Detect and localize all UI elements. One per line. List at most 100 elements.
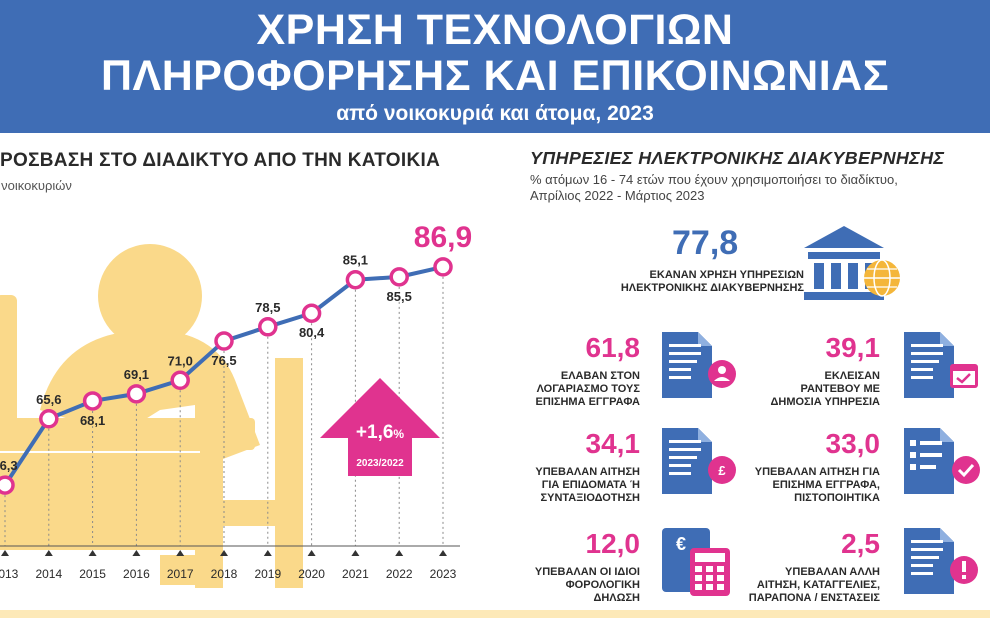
x-tick-marker-2014 bbox=[44, 550, 53, 556]
egov-main-label-line1: ΕΚΑΝΑΝ ΧΡΗΣΗ ΥΠΗΡΕΣΙΩΝ bbox=[649, 269, 804, 281]
service-label-5-line3: ΔΗΛΩΣΗ bbox=[593, 592, 640, 604]
service-label-6-line3: ΠΑΡΑΠΟΝΑ / ΕΝΣΤΑΣΕΙΣ bbox=[748, 592, 880, 604]
x-tick-label-2022: 2022 bbox=[386, 567, 413, 581]
data-label-2023: 86,9 bbox=[414, 221, 472, 254]
svg-text:+1,6%: +1,6% bbox=[356, 422, 405, 443]
benefit-document-icon: £ bbox=[660, 426, 740, 503]
egov-subtitle-line2: Απρίλιος 2022 - Μάρτιος 2023 bbox=[530, 188, 705, 203]
service-label-2-line1: ΕΚΛΕΙΣΑΝ bbox=[824, 370, 881, 382]
data-label-2020: 80,4 bbox=[299, 325, 325, 340]
x-tick-label-2019: 2019 bbox=[254, 567, 281, 581]
government-building-icon bbox=[804, 226, 900, 300]
data-point-2017 bbox=[170, 370, 190, 391]
svg-text:£: £ bbox=[718, 463, 726, 478]
checklist-document-icon bbox=[902, 426, 982, 503]
x-tick-marker-2017 bbox=[176, 550, 185, 556]
service-label-1-line1: ΕΛΑΒΑΝ ΣΤΟΝ bbox=[560, 370, 640, 382]
svg-text:€: € bbox=[676, 534, 686, 554]
x-tick-marker-2021 bbox=[351, 550, 360, 556]
user-document-icon bbox=[660, 330, 740, 407]
data-labels: 56,3 65,6 68,1 69,1 71,0 76,5 78,5 80,4 85,1 85,5… bbox=[0, 221, 472, 473]
x-axis-ticks: 2013 2014 2015 2016 2017 2018 2019 2020 2021 2022… bbox=[0, 550, 457, 581]
x-tick-label-2018: 2018 bbox=[211, 567, 238, 581]
service-label-3-line3: ΣΥΝΤΑΞΙΟΔΟΤΗΣΗ bbox=[540, 492, 641, 504]
x-tick-marker-2016 bbox=[132, 550, 141, 556]
service-value-5: 12,0 bbox=[585, 528, 641, 559]
data-point-2018 bbox=[214, 331, 234, 351]
service-label-4-line3: ΠΙΣΤΟΠΟΙΗΤΙΚΑ bbox=[794, 492, 880, 504]
service-value-1: 61,8 bbox=[585, 332, 641, 363]
internet-access-title: ΠΡΟΣΒΑΣΗ ΣΤΟ ΔΙΑΔΙΚΤΥΟ ΑΠΟ ΤΗΝ ΚΑΤΟΙΚΙΑ bbox=[0, 150, 441, 171]
service-label-6-line2: ΑΙΤΗΣΗ, ΚΑΤΑΓΓΕΛΙΕΣ, bbox=[756, 579, 880, 591]
x-tick-label-2020: 2020 bbox=[298, 567, 325, 581]
change-value: +1,6 bbox=[356, 422, 394, 443]
person-at-desk-illustration bbox=[0, 244, 303, 588]
data-point-2016 bbox=[126, 384, 147, 404]
data-point-2020 bbox=[301, 303, 322, 323]
service-label-4-line1: ΥΠΕΒΑΛΑΝ ΑΙΤΗΣΗ ΓΙΑ bbox=[754, 466, 880, 478]
calculator-icon: € bbox=[660, 526, 740, 603]
data-point-2014 bbox=[39, 409, 59, 429]
data-label-2019: 78,5 bbox=[255, 300, 280, 315]
service-label-6-line1: ΥΠΕΒΑΛΑΝ ΑΛΛΗ bbox=[785, 566, 880, 578]
service-label-1-line2: ΛΟΓΑΡΙΑΣΜΟ ΤΟΥΣ bbox=[536, 383, 640, 395]
bottom-strip bbox=[0, 610, 990, 618]
x-tick-label-2015: 2015 bbox=[79, 567, 106, 581]
main-title-line1: ΧΡΗΣΗ ΤΕΧΝΟΛΟΓΙΩΝ bbox=[256, 6, 734, 54]
service-value-4: 33,0 bbox=[825, 428, 881, 459]
service-value-2: 39,1 bbox=[825, 332, 881, 363]
x-tick-marker-2023 bbox=[439, 550, 447, 556]
data-point-2015 bbox=[82, 391, 103, 411]
x-tick-marker-2018 bbox=[220, 550, 228, 556]
change-unit: % bbox=[393, 427, 404, 441]
data-label-2018: 76,5 bbox=[211, 353, 236, 368]
data-label-2013: 56,3 bbox=[0, 458, 18, 473]
main-title-line2: ΠΛΗΡΟΦΟΡΗΣΗΣ ΚΑΙ ΕΠΙΚΟΙΝΩΝΙΑΣ bbox=[100, 52, 890, 100]
calendar-document-icon bbox=[902, 330, 982, 407]
data-point-2023 bbox=[433, 257, 453, 277]
data-label-2022: 85,5 bbox=[387, 289, 412, 304]
change-arrow-badge: +1,6% 2023/2022 bbox=[320, 378, 440, 476]
x-tick-marker-2022 bbox=[395, 550, 404, 556]
service-value-3: 34,1 bbox=[585, 428, 641, 459]
service-label-3-line2: ΓΙΑ ΕΠΙΔΟΜΑΤΑ Ή bbox=[541, 479, 640, 491]
data-label-2015: 68,1 bbox=[80, 413, 105, 428]
internet-access-chart: 2013 2014 2015 2016 2017 2018 2019 2020 2021 2022… bbox=[0, 221, 472, 588]
service-label-2-line3: ΔΗΜΟΣΙΑ ΥΠΗΡΕΣΙΑ bbox=[770, 396, 880, 408]
service-label-3-line1: ΥΠΕΒΑΛΑΝ ΑΙΤΗΣΗ bbox=[535, 466, 640, 478]
internet-access-subtitle: % νοικοκυριών bbox=[0, 178, 72, 193]
data-label-2021: 85,1 bbox=[343, 253, 368, 268]
service-label-4-line2: ΕΠΙΣΗΜΑ ΕΓΓΡΑΦΑ, bbox=[772, 479, 880, 491]
egov-title: ΥΠΗΡΕΣΙΕΣ ΗΛΕΚΤΡΟΝΙΚΗΣ ΔΙΑΚΥΒΕΡΝΗΣΗΣ bbox=[530, 148, 945, 168]
data-label-2016: 69,1 bbox=[124, 367, 149, 382]
x-tick-label-2013: 2013 bbox=[0, 567, 19, 581]
data-label-2014: 65,6 bbox=[36, 392, 61, 407]
x-tick-marker-2020 bbox=[307, 550, 316, 556]
x-tick-label-2023: 2023 bbox=[430, 567, 457, 581]
x-tick-label-2014: 2014 bbox=[35, 567, 62, 581]
x-tick-label-2016: 2016 bbox=[123, 567, 150, 581]
service-label-5-line2: ΦΟΡΟΛΟΓΙΚΗ bbox=[565, 579, 640, 591]
egov-subtitle-line1: % ατόμων 16 - 74 ετών που έχουν χρησιμοπ… bbox=[530, 172, 898, 187]
alert-document-icon bbox=[902, 526, 982, 603]
data-point-2021 bbox=[345, 269, 366, 290]
main-subtitle: από νοικοκυριά και άτομα, 2023 bbox=[336, 102, 654, 125]
egov-main-label-line2: ΗΛΕΚΤΡΟΝΙΚΗΣ ΔΙΑΚΥΒΕΡΝΗΣΗΣ bbox=[620, 282, 804, 294]
data-point-2019 bbox=[258, 317, 278, 337]
data-point-2013 bbox=[0, 475, 15, 495]
change-period: 2023/2022 bbox=[356, 458, 404, 469]
chart-guide-lines bbox=[4, 276, 444, 546]
service-label-2-line2: ΡΑΝΤΕΒΟΥ ΜΕ bbox=[800, 383, 880, 395]
service-value-6: 2,5 bbox=[841, 528, 880, 559]
header-banner: ΧΡΗΣΗ ΤΕΧΝΟΛΟΓΙΩΝ ΠΛΗΡΟΦΟΡΗΣΗΣ ΚΑΙ ΕΠΙΚΟ… bbox=[0, 0, 990, 133]
data-label-2017: 71,0 bbox=[168, 353, 193, 368]
service-label-5-line1: ΥΠΕΒΑΛΑΝ ΟΙ ΙΔΙΟΙ bbox=[534, 566, 640, 578]
series-markers bbox=[0, 257, 453, 495]
egov-main-value: 77,8 bbox=[672, 224, 739, 262]
data-point-2022 bbox=[389, 267, 409, 287]
x-tick-label-2021: 2021 bbox=[342, 567, 369, 581]
x-tick-marker-2015 bbox=[88, 550, 97, 556]
x-tick-marker-2013 bbox=[1, 550, 9, 556]
x-tick-marker-2019 bbox=[263, 550, 272, 556]
service-label-1-line3: ΕΠΙΣΗΜΑ ΕΓΓΡΑΦΑ bbox=[535, 396, 640, 408]
